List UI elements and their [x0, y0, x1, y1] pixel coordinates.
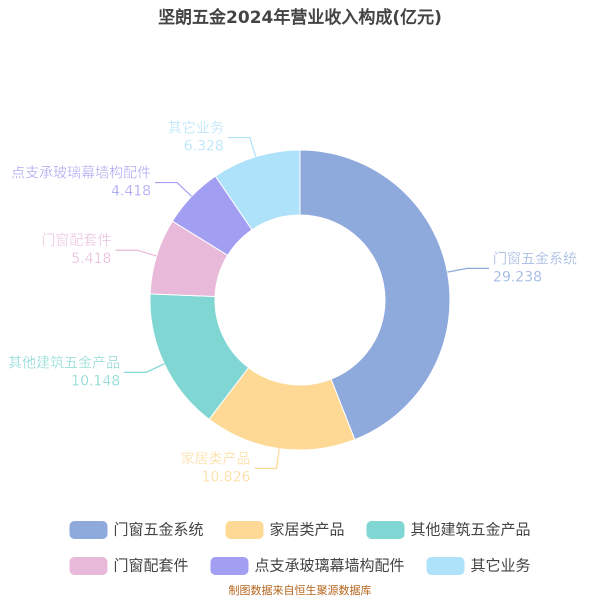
leader-line [115, 249, 157, 257]
data-label-name: 门窗配套件 [41, 232, 111, 249]
slice [214, 149, 301, 231]
leader-line [254, 448, 280, 469]
data-label-name: 其他建筑五金产品 [8, 355, 120, 371]
legend-swatch [426, 557, 465, 575]
legend-label: 其它业务 [471, 557, 531, 575]
data-label-value: 10.148 [71, 373, 120, 389]
legend-label: 点支承玻璃幕墙构配件 [254, 557, 404, 575]
legend-swatch [366, 521, 405, 539]
data-label-name: 其它业务 [168, 120, 224, 137]
leader-line [227, 136, 257, 157]
legend-swatch [69, 557, 108, 575]
data-label-value: 10.826 [202, 469, 251, 485]
legend-row: 门窗五金系统 家居类产品 其他建筑五金产品 [69, 521, 531, 539]
data-label-name: 门窗五金系统 [493, 250, 577, 267]
legend-swatch [69, 521, 108, 539]
legend-label: 其他建筑五金产品 [411, 521, 531, 539]
data-label-value: 29.238 [493, 269, 542, 285]
data-label-name: 点支承玻璃幕墙构配件 [11, 165, 151, 182]
leader-line [124, 363, 165, 373]
legend-label: 家居类产品 [269, 521, 344, 539]
leader-line [447, 267, 490, 273]
leader-line [155, 181, 192, 197]
source-note: 制图数据来自恒生聚源数据库 [229, 583, 372, 597]
legend-label: 门窗五金系统 [113, 521, 203, 539]
data-label-name: 家居类产品 [181, 450, 251, 467]
legend-swatch [225, 521, 264, 539]
data-label-value: 4.418 [111, 184, 151, 200]
legend-swatch [210, 557, 249, 575]
data-label-value: 6.328 [184, 139, 224, 155]
legend-row: 门窗配套件 点支承玻璃幕墙构配件 其它业务 [69, 557, 531, 575]
legend-label: 门窗配套件 [113, 557, 188, 575]
chart-title: 坚朗五金2024年营业收入构成(亿元) [158, 7, 442, 28]
data-label-value: 5.418 [71, 251, 111, 267]
slice [299, 149, 451, 441]
